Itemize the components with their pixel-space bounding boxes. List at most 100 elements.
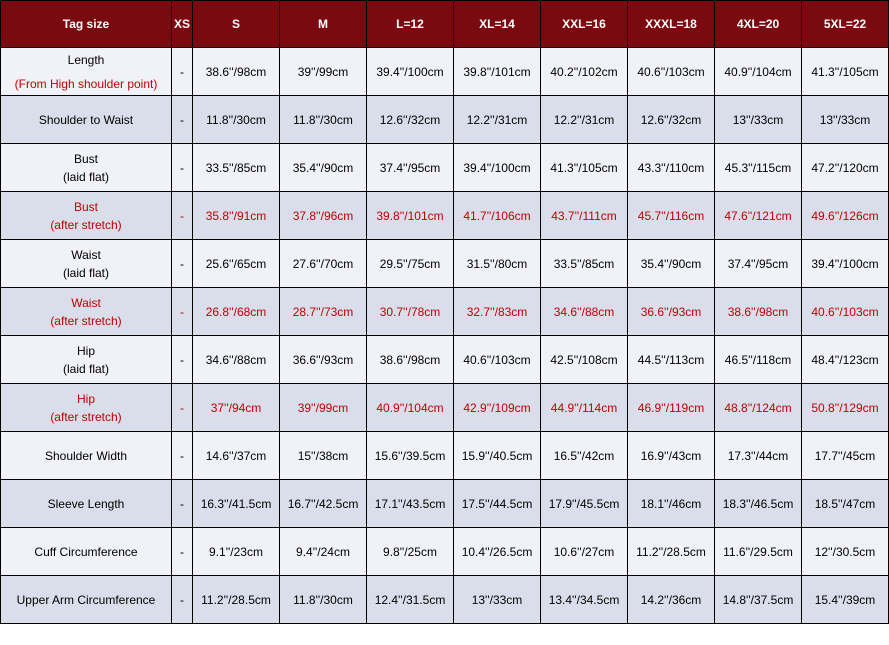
measurement-cell: - [171, 575, 193, 624]
measurement-cell: 40.6''/103cm [627, 47, 715, 96]
measurement-cell: 41.3''/105cm [540, 143, 628, 192]
measurement-cell: 50.8''/129cm [801, 383, 889, 432]
measurement-cell: 33.5''/85cm [192, 143, 280, 192]
measurement-cell: - [171, 431, 193, 480]
measurement-cell: 37.4''/95cm [366, 143, 454, 192]
header-size-column: 5XL=22 [801, 0, 889, 48]
size-chart-table: Tag size XS S M L=12 XL=14 XXL=16 XXXL=18 4XL=20… [0, 0, 889, 624]
measurement-label: Bust (after stretch) [0, 191, 172, 240]
measurement-cell: 17.3''/44cm [714, 431, 802, 480]
measurement-label: Hip (after stretch) [0, 383, 172, 432]
measurement-cell: 12.6''/32cm [366, 95, 454, 144]
measurement-cell: 11.8''/30cm [279, 575, 367, 624]
measurement-cell: 32.7''/83cm [453, 287, 541, 336]
measurement-cell: 38.6''/98cm [366, 335, 454, 384]
measurement-cell: 40.9''/104cm [366, 383, 454, 432]
measurement-name: Hip [76, 343, 95, 358]
measurement-cell: 17.1''/43.5cm [366, 479, 454, 528]
measurement-cell: 44.9''/114cm [540, 383, 628, 432]
header-size-column: M [279, 0, 367, 48]
measurement-cell: 10.6''/27cm [540, 527, 628, 576]
measurement-cell: 35.4''/90cm [279, 143, 367, 192]
measurement-name: Upper Arm Circumference [16, 592, 156, 607]
measurement-cell: - [171, 527, 193, 576]
header-size-column: L=12 [366, 0, 454, 48]
measurement-cell: 12.2''/31cm [453, 95, 541, 144]
measurement-cell: 15''/38cm [279, 431, 367, 480]
measurement-note: (laid flat) [62, 361, 109, 376]
measurement-cell: 34.6''/88cm [192, 335, 280, 384]
measurement-note: (From High shoulder point) [14, 76, 158, 91]
measurement-label: Bust (laid flat) [0, 143, 172, 192]
measurement-label: Shoulder Width [0, 431, 172, 480]
measurement-cell: 45.3''/115cm [714, 143, 802, 192]
measurement-cell: 29.5''/75cm [366, 239, 454, 288]
measurement-cell: - [171, 479, 193, 528]
table-row: Length (From High shoulder point) -38.6''/… [0, 47, 889, 96]
measurement-cell: 17.9''/45.5cm [540, 479, 628, 528]
measurement-cell: 13''/33cm [801, 95, 889, 144]
measurement-cell: 42.5''/108cm [540, 335, 628, 384]
measurement-cell: 44.5''/113cm [627, 335, 715, 384]
measurement-cell: 41.7''/106cm [453, 191, 541, 240]
table-body: Length (From High shoulder point) -38.6''/… [0, 47, 889, 624]
measurement-cell: 39.8''/101cm [453, 47, 541, 96]
measurement-cell: 37.8''/96cm [279, 191, 367, 240]
measurement-note: (laid flat) [62, 169, 109, 184]
table-row: Bust (laid flat) -33.5''/85cm 35.4''/90cm 37… [0, 143, 889, 192]
measurement-cell: 26.8''/68cm [192, 287, 280, 336]
measurement-cell: 25.6''/65cm [192, 239, 280, 288]
table-row: Bust (after stretch) -35.8''/91cm 37.8''/96… [0, 191, 889, 240]
header-size-column: S [192, 0, 280, 48]
measurement-cell: 49.6''/126cm [801, 191, 889, 240]
measurement-cell: 16.9''/43cm [627, 431, 715, 480]
measurement-label: Shoulder to Waist [0, 95, 172, 144]
measurement-cell: 39.4''/100cm [453, 143, 541, 192]
measurement-cell: 45.7''/116cm [627, 191, 715, 240]
measurement-cell: 15.9''/40.5cm [453, 431, 541, 480]
measurement-cell: 41.3''/105cm [801, 47, 889, 96]
measurement-cell: 40.6''/103cm [801, 287, 889, 336]
header-row: Tag size XS S M L=12 XL=14 XXL=16 XXXL=18 4XL=20… [0, 0, 889, 48]
measurement-cell: 43.7''/111cm [540, 191, 628, 240]
measurement-cell: 38.6''/98cm [714, 287, 802, 336]
measurement-cell: 42.9''/109cm [453, 383, 541, 432]
table-row: Waist (after stretch) -26.8''/68cm 28.7''/7… [0, 287, 889, 336]
measurement-cell: 34.6''/88cm [540, 287, 628, 336]
measurement-name: Shoulder to Waist [38, 112, 134, 127]
measurement-cell: 40.6''/103cm [453, 335, 541, 384]
measurement-cell: 13''/33cm [714, 95, 802, 144]
measurement-cell: - [171, 47, 193, 96]
measurement-cell: 48.8''/124cm [714, 383, 802, 432]
measurement-label: Upper Arm Circumference [0, 575, 172, 624]
measurement-label: Hip (laid flat) [0, 335, 172, 384]
measurement-cell: - [171, 239, 193, 288]
measurement-note: (laid flat) [62, 265, 109, 280]
measurement-cell: 11.8''/30cm [279, 95, 367, 144]
measurement-cell: 12''/30.5cm [801, 527, 889, 576]
measurement-cell: 11.6''/29.5cm [714, 527, 802, 576]
measurement-name: Waist [71, 247, 101, 262]
measurement-cell: 35.8''/91cm [192, 191, 280, 240]
measurement-cell: 39.8''/101cm [366, 191, 454, 240]
measurement-cell: - [171, 383, 193, 432]
measurement-label: Sleeve Length [0, 479, 172, 528]
table-row: Upper Arm Circumference -11.2''/28.5cm 11.… [0, 575, 889, 624]
header-size-column: XXL=16 [540, 0, 628, 48]
measurement-cell: 13.4''/34.5cm [540, 575, 628, 624]
measurement-name: Sleeve Length [47, 496, 125, 511]
measurement-cell: 36.6''/93cm [279, 335, 367, 384]
measurement-cell: 11.2''/28.5cm [192, 575, 280, 624]
measurement-cell: 16.7''/42.5cm [279, 479, 367, 528]
measurement-cell: 17.7''/45cm [801, 431, 889, 480]
measurement-cell: 37.4''/95cm [714, 239, 802, 288]
measurement-cell: 11.8''/30cm [192, 95, 280, 144]
header-size-column: XL=14 [453, 0, 541, 48]
table-row: Waist (laid flat) -25.6''/65cm 27.6''/70cm 2… [0, 239, 889, 288]
measurement-note: (after stretch) [50, 313, 122, 328]
table-row: Hip (after stretch) -37''/94cm 39''/99cm 40.… [0, 383, 889, 432]
measurement-cell: 47.2''/120cm [801, 143, 889, 192]
measurement-note: (after stretch) [50, 217, 122, 232]
measurement-cell: - [171, 335, 193, 384]
measurement-cell: 27.6''/70cm [279, 239, 367, 288]
